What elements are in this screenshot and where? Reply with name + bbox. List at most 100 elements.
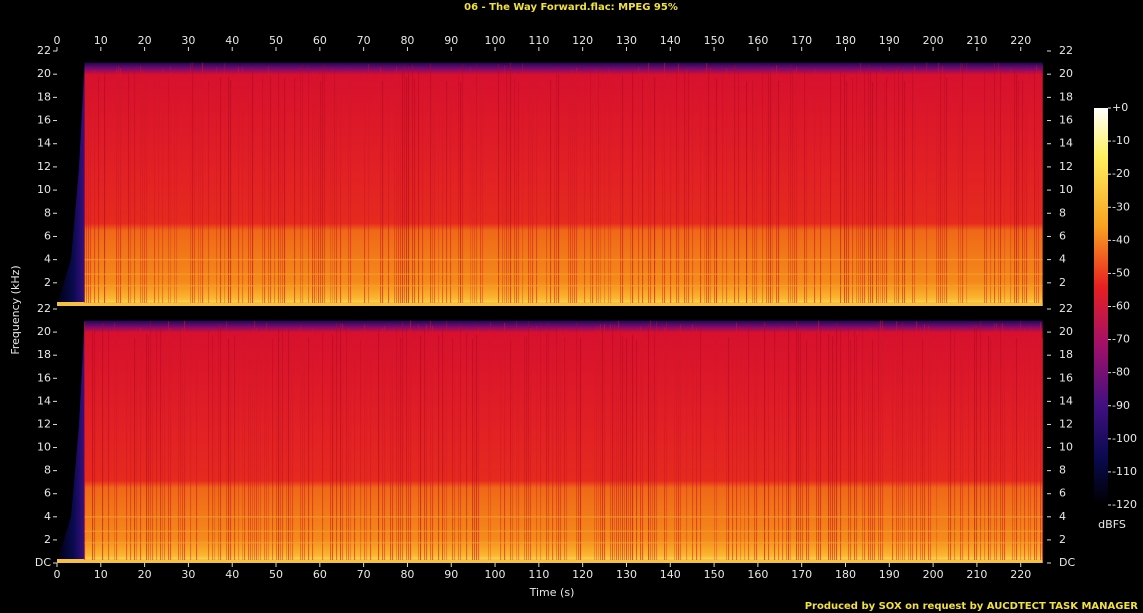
x-tick-label: 140: [660, 34, 681, 47]
fade-in: [57, 320, 85, 563]
y-tick-label: 8: [44, 206, 51, 219]
y-tick-label-right: 8: [1059, 206, 1066, 219]
x-tick-label: 210: [966, 568, 987, 581]
x-tick-label: 200: [923, 34, 944, 47]
y-tick-label: 16: [37, 114, 51, 127]
low-band: [57, 559, 1043, 563]
y-tick-label: DC: [35, 556, 51, 569]
x-tick-label: 120: [572, 568, 593, 581]
y-tick-label: 2: [44, 533, 51, 546]
x-tick-label: 60: [313, 34, 327, 47]
x-tick-label: 90: [444, 34, 458, 47]
x-tick-label: 30: [181, 568, 195, 581]
y-tick-label: 10: [37, 441, 51, 454]
x-tick-label: 90: [444, 568, 458, 581]
y-tick-label-right: 12: [1059, 160, 1073, 173]
colorbar-tick-label: -120: [1112, 498, 1137, 511]
colorbar-tick-label: -20: [1112, 167, 1130, 180]
x-tick-label: 110: [528, 568, 549, 581]
colorbar-tick-label: -110: [1112, 465, 1137, 478]
colorbar-tick-label: -10: [1112, 134, 1130, 147]
x-tick-label: 10: [94, 568, 108, 581]
x-axis-label: Time (s): [529, 586, 575, 599]
x-tick-label: 220: [1010, 568, 1031, 581]
y-tick-label: 14: [37, 137, 51, 150]
y-tick-label: 18: [37, 90, 51, 103]
low-band: [57, 302, 1043, 306]
y-tick-label: 20: [37, 325, 51, 338]
x-tick-label: 30: [181, 34, 195, 47]
x-tick-label: 200: [923, 568, 944, 581]
spectrogram-image: [57, 62, 1044, 306]
colorbar-tick-label: -100: [1112, 432, 1137, 445]
x-tick-label: 100: [485, 34, 506, 47]
y-tick-label-right: 18: [1059, 348, 1073, 361]
x-tick-label: 110: [528, 34, 549, 47]
y-tick-label: 12: [37, 417, 51, 430]
y-tick-label-right: 6: [1059, 487, 1066, 500]
y-tick-label-right: 2: [1059, 276, 1066, 289]
colorbar: [1094, 108, 1108, 505]
y-tick-label-right: 22: [1059, 302, 1073, 315]
x-tick-label: 70: [357, 568, 371, 581]
chart-title: 06 - The Way Forward.flac: MPEG 95%: [464, 2, 678, 13]
x-tick-label: 70: [357, 34, 371, 47]
x-tick-label: 180: [835, 568, 856, 581]
y-tick-label: 10: [37, 183, 51, 196]
y-tick-label: 6: [44, 229, 51, 242]
x-tick-label: 170: [791, 568, 812, 581]
x-tick-label: 150: [704, 568, 725, 581]
x-tick-label: 80: [400, 34, 414, 47]
y-tick-label: 12: [37, 160, 51, 173]
x-tick-label: 150: [704, 34, 725, 47]
x-tick-label: 160: [747, 34, 768, 47]
y-tick-label: 2: [44, 276, 51, 289]
x-tick-label: 20: [138, 34, 152, 47]
x-tick-label: 130: [616, 34, 637, 47]
x-tick-label: 180: [835, 34, 856, 47]
y-tick-label-right: 20: [1059, 67, 1073, 80]
x-tick-label: 40: [225, 34, 239, 47]
colorbar-tick-label: -60: [1112, 300, 1130, 313]
y-tick-label-right: 18: [1059, 90, 1073, 103]
y-axis-label: Frequency (kHz): [9, 265, 22, 354]
y-tick-label: 14: [37, 394, 51, 407]
y-tick-label-right: 10: [1059, 441, 1073, 454]
y-tick-label-right: 16: [1059, 114, 1073, 127]
y-tick-label-right: 2: [1059, 533, 1066, 546]
colorbar-label: dBFS: [1098, 518, 1126, 531]
y-tick-label: 20: [37, 67, 51, 80]
x-tick-label: 140: [660, 568, 681, 581]
y-tick-label-right: 14: [1059, 394, 1073, 407]
x-tick-label: 190: [879, 34, 900, 47]
x-tick-label: 40: [225, 568, 239, 581]
colorbar-tick-label: -50: [1112, 266, 1130, 279]
y-tick-label: 4: [44, 253, 51, 266]
x-tick-label: 60: [313, 568, 327, 581]
colorbar-tick-label: +0: [1112, 101, 1128, 114]
y-tick-label: 16: [37, 371, 51, 384]
y-tick-label: 18: [37, 348, 51, 361]
y-tick-label-right: 4: [1059, 253, 1066, 266]
colorbar-tick-label: -90: [1112, 399, 1130, 412]
x-tick-label: 120: [572, 34, 593, 47]
colorbar-tick-label: -30: [1112, 200, 1130, 213]
colorbar-tick-label: -80: [1112, 366, 1130, 379]
y-tick-label: 22: [37, 44, 51, 57]
y-tick-label: 22: [37, 302, 51, 315]
x-tick-label: 50: [269, 34, 283, 47]
x-tick-label: 50: [269, 568, 283, 581]
y-tick-label-right: 6: [1059, 229, 1066, 242]
x-tick-label: 170: [791, 34, 812, 47]
y-tick-label-right: 8: [1059, 464, 1066, 477]
x-tick-label: 20: [138, 568, 152, 581]
colorbar-tick-label: -40: [1112, 233, 1130, 246]
y-tick-label: 4: [44, 510, 51, 523]
x-tick-label: 0: [54, 34, 61, 47]
x-tick-label: 160: [747, 568, 768, 581]
y-tick-label-right: 16: [1059, 371, 1073, 384]
fade-in: [57, 62, 85, 306]
y-tick-label: 6: [44, 487, 51, 500]
y-tick-label-right: 4: [1059, 510, 1066, 523]
